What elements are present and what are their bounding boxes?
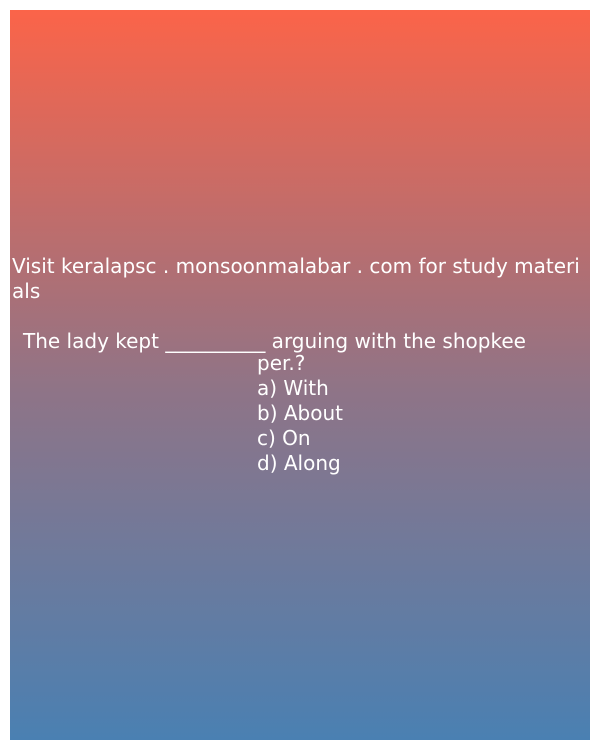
option-d: d) Along	[257, 451, 341, 475]
promo-text: Visit keralapsc . monsoonmalabar . com f…	[12, 254, 580, 303]
option-c: c) On	[257, 426, 311, 450]
answer-options: a) With b) About c) On d) Along	[257, 376, 343, 476]
question-card: Visit keralapsc . monsoonmalabar . com f…	[10, 10, 590, 740]
question-text-line-1: The lady kept __________ arguing with th…	[23, 329, 526, 353]
question-text-line-2: per.?	[257, 351, 306, 375]
option-b: b) About	[257, 401, 343, 425]
option-a: a) With	[257, 376, 329, 400]
